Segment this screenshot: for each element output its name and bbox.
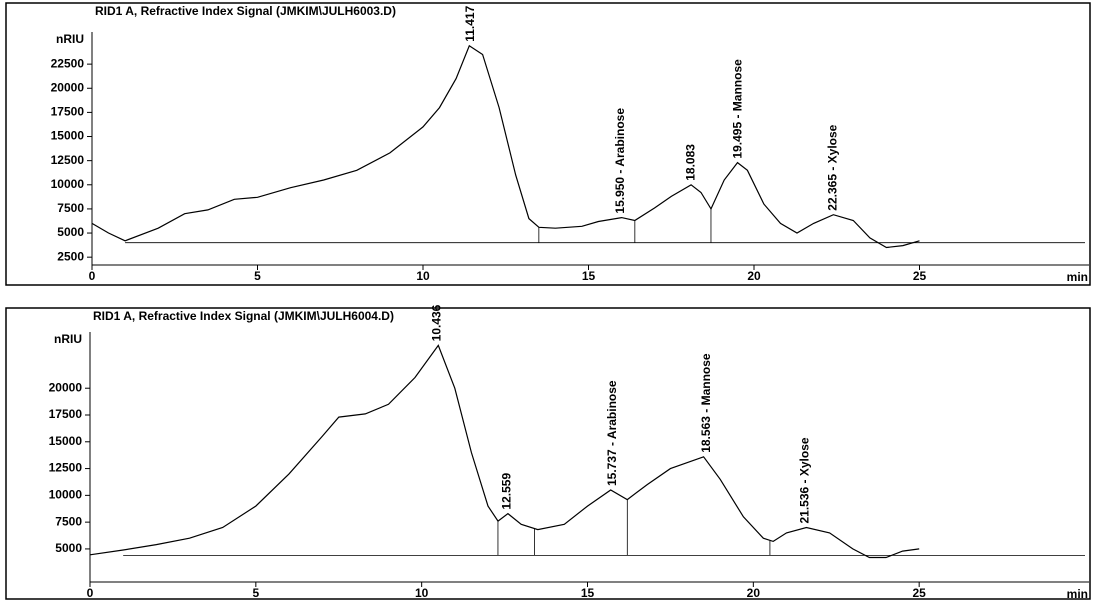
- x-tick-label: 10: [415, 586, 429, 600]
- peak-label: 18.083: [684, 144, 698, 181]
- signal-line: [89, 344, 920, 559]
- x-tick-label: 20: [747, 269, 761, 283]
- panel-frame: [5, 307, 1091, 600]
- x-tick-label: 10: [416, 269, 430, 283]
- x-tick-label: 15: [581, 586, 595, 600]
- x-tick-label: 25: [912, 586, 926, 600]
- y-tick-label: 10000: [51, 177, 85, 191]
- peak-label: 12.559: [500, 473, 514, 510]
- chart-title: RID1 A, Refractive Index Signal (JMKIM\J…: [95, 4, 396, 18]
- y-tick-label: 15000: [49, 434, 83, 448]
- signal-line: [91, 44, 920, 249]
- peak-label: 22.365 - Xylose: [825, 124, 839, 210]
- x-tick-label: 5: [254, 269, 261, 283]
- peak-label: 18.563 - Mannose: [699, 353, 713, 453]
- y-tick-label: 15000: [51, 129, 85, 143]
- x-axis-label: min: [1067, 587, 1088, 600]
- peak-label: 11.417: [463, 5, 477, 41]
- panel-frame: [5, 2, 1091, 286]
- peak-label: 10.436: [429, 304, 443, 341]
- y-tick-label: 20000: [51, 80, 85, 94]
- x-tick-label: 0: [87, 586, 94, 600]
- y-tick-label: 17500: [51, 105, 85, 119]
- x-tick-label: 20: [747, 586, 761, 600]
- y-tick-label: 5000: [55, 541, 82, 555]
- y-tick-label: 17500: [49, 407, 83, 421]
- x-tick-label: 15: [582, 269, 596, 283]
- y-tick-label: 2500: [57, 249, 84, 263]
- peak-label: 19.495 - Mannose: [730, 59, 744, 159]
- y-tick-label: 5000: [57, 225, 84, 239]
- x-tick-label: 0: [89, 269, 96, 283]
- peak-label: 21.536 - Xylose: [797, 437, 811, 523]
- y-tick-label: 12500: [49, 461, 83, 475]
- peak-label: 15.950 - Arabinose: [613, 108, 627, 214]
- x-tick-label: 5: [252, 586, 259, 600]
- y-tick-label: 20000: [49, 380, 83, 394]
- y-tick-label: 12500: [51, 153, 85, 167]
- peak-label: 15.737 - Arabinose: [605, 380, 619, 486]
- x-tick-label: 25: [913, 269, 927, 283]
- y-tick-label: 22500: [51, 56, 85, 70]
- y-tick-label: 10000: [49, 488, 83, 502]
- y-axis-label: nRIU: [56, 32, 84, 46]
- y-tick-label: 7500: [57, 201, 84, 215]
- y-tick-label: 7500: [55, 514, 82, 528]
- y-axis-label: nRIU: [54, 332, 82, 346]
- x-axis-label: min: [1067, 270, 1088, 284]
- chart-title: RID1 A, Refractive Index Signal (JMKIM\J…: [93, 309, 394, 323]
